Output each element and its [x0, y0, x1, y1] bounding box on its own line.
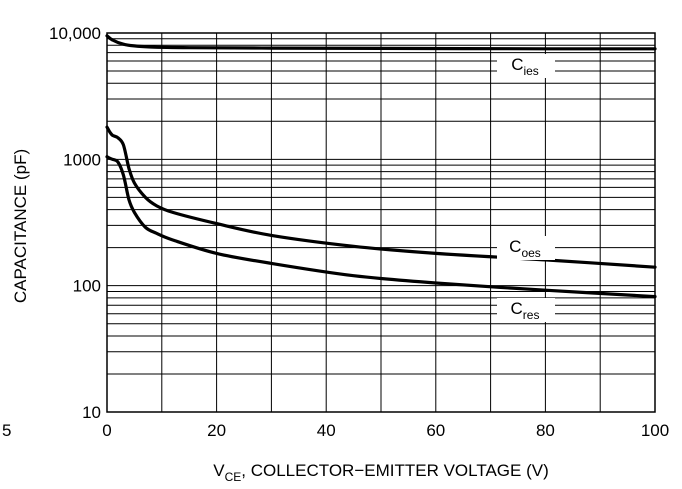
y-tick-label: 10 [82, 403, 101, 422]
series-line-res [105, 155, 657, 299]
x-tick-label: 60 [426, 421, 445, 440]
series-label-res: Cres [511, 299, 540, 322]
series-labels: Cies Coes Cres [497, 54, 555, 322]
y-tick-label: 10,000 [49, 24, 101, 43]
x-tick-label: 40 [317, 421, 336, 440]
series-line-oes [105, 125, 657, 269]
grid [106, 32, 656, 413]
y-axis-title: CAPACITANCE (pF) [11, 149, 30, 303]
series-lines [105, 34, 657, 299]
series-line-ies [105, 34, 657, 51]
x-tick-label: 80 [536, 421, 555, 440]
series-label-ies: Cies [511, 55, 539, 78]
series-label-oes: Coes [509, 237, 541, 260]
series-label-bg [497, 236, 555, 260]
x-tick-label: 0 [102, 421, 111, 440]
x-axis-title-sub: CE [225, 470, 242, 484]
x-axis-title-rest: , COLLECTOR−EMITTER VOLTAGE (V) [241, 461, 548, 480]
series-label-bg [497, 298, 555, 322]
y-tick-label: 1000 [63, 150, 101, 169]
x-axis-title-main: V [213, 461, 225, 480]
series-label-bg [497, 54, 555, 78]
x-axis-title: VCE, COLLECTOR−EMITTER VOLTAGE (V) [213, 461, 549, 484]
x-tick-label: 100 [641, 421, 669, 440]
stray-tick-label: 5 [2, 421, 11, 440]
y-tick-label: 100 [73, 277, 101, 296]
tick-labels: 0 20 40 60 80 100 10 100 1000 10,000 5 [2, 24, 669, 440]
x-tick-label: 20 [207, 421, 226, 440]
